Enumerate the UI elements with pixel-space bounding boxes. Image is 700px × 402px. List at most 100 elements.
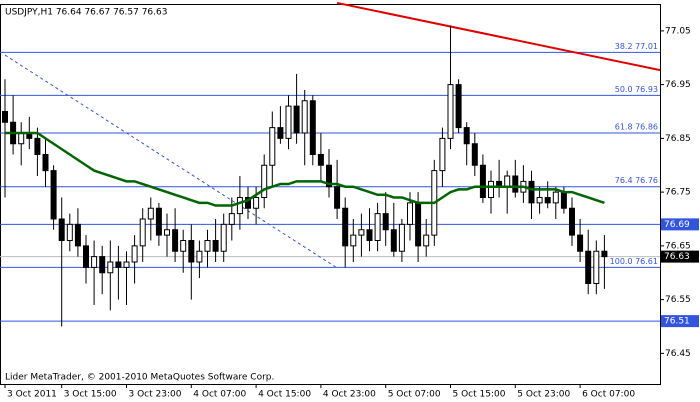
candle-body [552, 191, 559, 204]
candle-body [569, 207, 575, 236]
candle-body [228, 213, 235, 225]
candle-body [342, 207, 349, 247]
candle-body [309, 100, 316, 155]
footer: Lider MetaTrader, © 2001-2010 MetaQuotes… [5, 373, 274, 383]
candle-body [18, 132, 25, 145]
candle-body [261, 164, 268, 198]
candle-body [58, 218, 65, 241]
y-tick-label: 76.65 [665, 241, 691, 251]
candle-body [83, 245, 89, 268]
candle-body [593, 250, 600, 284]
x-tick-label: 6 Oct 07:00 [582, 390, 635, 400]
candle-body [374, 213, 381, 241]
candle-body [99, 256, 106, 274]
fib-label: 50.0 76.93 [615, 85, 658, 94]
x-tick-label: 4 Oct 15:00 [258, 390, 311, 400]
x-tick-label: 5 Oct 23:00 [517, 390, 570, 400]
candle-body [504, 175, 511, 188]
fib-label: 38.2 77.01 [615, 42, 658, 51]
candle-body [212, 239, 219, 252]
candle-body [131, 245, 138, 263]
candle-body [236, 196, 243, 215]
candle-body [577, 234, 584, 252]
candle-body [34, 137, 41, 155]
candle-body [334, 186, 341, 209]
level-label: 76.69 [664, 220, 690, 230]
fib-label: 61.8 76.86 [615, 122, 658, 131]
candle-body [463, 127, 470, 145]
y-tick-label: 76.45 [665, 349, 691, 359]
level-box [661, 218, 699, 231]
candle-body [285, 105, 292, 139]
candle-body [139, 218, 146, 247]
candle-body [536, 196, 543, 204]
candle-body [269, 127, 276, 166]
level-box [661, 315, 699, 328]
candle-body [455, 84, 462, 129]
y-tick-label: 76.75 [665, 188, 691, 198]
candle-body [66, 223, 73, 241]
candle-body [350, 234, 357, 247]
candle-body [317, 153, 324, 166]
x-tick-label: 3 Oct 23:00 [129, 390, 182, 400]
y-tick-label: 76.95 [665, 80, 691, 90]
x-tick-label: 4 Oct 23:00 [323, 390, 376, 400]
y-tick-label: 76.85 [665, 134, 691, 144]
candle-body [301, 100, 308, 134]
candle-body [74, 223, 81, 247]
candle-body [544, 196, 551, 204]
candle-body [204, 239, 211, 252]
candle-body [277, 127, 284, 139]
trendline [336, 1, 661, 72]
candle-body [326, 164, 332, 188]
x-tick-label: 4 Oct 07:00 [193, 390, 246, 400]
candle-body [479, 164, 486, 198]
candle-body [488, 180, 494, 198]
candle-body [560, 191, 567, 209]
candle-body [415, 202, 422, 247]
price-box [661, 250, 699, 263]
x-tick-label: 3 Oct 2011 [7, 390, 57, 400]
candle-body [245, 196, 251, 209]
y-tick-label: 76.55 [665, 295, 691, 305]
level-label: 76.51 [664, 317, 690, 327]
x-tick-label: 5 Oct 15:00 [453, 390, 506, 400]
candle-body [358, 229, 365, 236]
candle-body [155, 207, 162, 236]
candle-body [398, 223, 405, 252]
candle-body [447, 84, 454, 139]
candle-body [91, 256, 98, 268]
x-tick-label: 5 Oct 07:00 [388, 390, 441, 400]
candle-body [407, 202, 413, 225]
candle-body [382, 213, 389, 231]
candle-body [528, 180, 535, 204]
candle-body [164, 229, 170, 236]
moving-average [5, 131, 605, 207]
candle-body [115, 261, 122, 268]
candle-body [180, 239, 187, 252]
candle-body [423, 234, 430, 247]
candle-body [512, 175, 519, 193]
candle-body [439, 137, 446, 172]
candle-body [147, 207, 154, 220]
candle-body [293, 105, 300, 134]
candle-body [601, 250, 608, 258]
candle-body [42, 153, 49, 172]
candle-body [107, 261, 114, 274]
x-tick-label: 3 Oct 15:00 [64, 390, 117, 400]
y-tick-label: 77.05 [665, 26, 691, 36]
candle-body [50, 170, 57, 220]
candle-body [366, 229, 373, 241]
candle-body [196, 250, 203, 263]
candle-body [220, 223, 227, 252]
candle-body [390, 229, 397, 252]
candle-body [471, 143, 478, 166]
fib-label: 76.4 76.76 [615, 176, 658, 185]
candle-body [188, 239, 195, 263]
price-label: 76.63 [664, 252, 690, 262]
candle-body [585, 250, 592, 284]
fib-label: 100.0 76.61 [610, 257, 658, 266]
candle-body [123, 261, 130, 268]
candle-body [172, 229, 179, 252]
